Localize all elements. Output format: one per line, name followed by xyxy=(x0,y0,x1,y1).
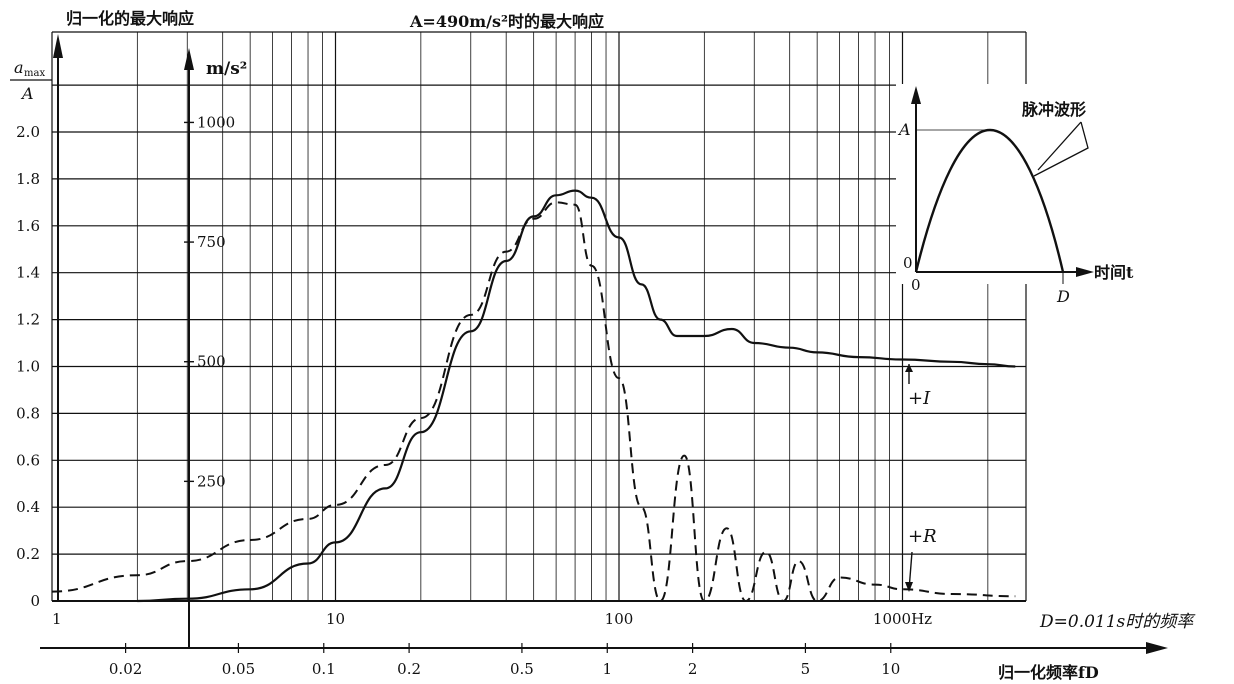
x2-tick-label: 0.5 xyxy=(510,660,534,678)
y-tick-label: 0.6 xyxy=(16,451,40,469)
y-tick-label: 1.0 xyxy=(16,358,40,376)
y-tick-label: 1.8 xyxy=(16,170,40,188)
y2-tick-label: 500 xyxy=(197,353,226,371)
x-tick-label: 1000Hz xyxy=(873,610,932,628)
y-tick-labels: 0 0.2 0.4 0.6 0.8 1.0 1.2 1.4 1.6 1.8 2.0 xyxy=(16,123,40,610)
y-tick-label: 1.4 xyxy=(16,264,40,282)
y-tick-label: 1.2 xyxy=(16,311,40,329)
grid xyxy=(51,31,1027,601)
x2-tick-label: 0.02 xyxy=(109,660,142,678)
y-tick-label: 2.0 xyxy=(16,123,40,141)
x-tick-label: 10 xyxy=(326,610,345,628)
y-tick-label: 0.2 xyxy=(16,545,40,563)
inset-title: 脉冲波形 xyxy=(1021,100,1086,119)
y-axis-arrow xyxy=(53,34,63,58)
x2-tick-labels: 0.02 0.05 0.1 0.2 0.5 1 2 5 10 xyxy=(109,643,900,678)
svg-text:a: a xyxy=(14,58,24,77)
y-tick-label: 0 xyxy=(30,592,40,610)
x-tick-label: 1 xyxy=(52,610,62,628)
svg-text:max: max xyxy=(24,68,45,79)
inset-end-x: D xyxy=(1056,287,1070,306)
y2-tick-labels: 250 500 750 1000 xyxy=(184,113,235,490)
x-tick-label: 100 xyxy=(605,610,634,628)
series-label-R: +R xyxy=(905,526,937,592)
x-tick-labels: 1 10 100 1000Hz xyxy=(52,610,932,628)
y-tick-label: 0.4 xyxy=(16,498,40,516)
svg-text:+I: +I xyxy=(908,388,931,409)
y-tick-label: 1.6 xyxy=(16,217,40,235)
y-tick-label: 0.8 xyxy=(16,404,40,422)
inset-zero-x: 0 xyxy=(911,276,921,294)
y2-axis-arrow xyxy=(184,48,194,70)
inset-y-label: A xyxy=(897,120,911,139)
mid-axis-unit: m/s² xyxy=(206,59,247,79)
y2-tick-label: 1000 xyxy=(197,113,235,131)
x2-tick-label: 1 xyxy=(602,660,612,678)
x2-tick-label: 10 xyxy=(881,660,900,678)
y2-tick-label: 750 xyxy=(197,233,226,251)
normalized-frequency-label: 归一化频率fD xyxy=(998,663,1099,682)
x2-tick-label: 2 xyxy=(688,660,698,678)
svg-text:A: A xyxy=(20,84,34,103)
left-axis-unit: a max A xyxy=(10,58,52,103)
inset-x-label: 时间t xyxy=(1094,263,1134,282)
frequency-axis-label: D=0.011s时的频率 xyxy=(1039,612,1196,632)
chart-title: A=490m/s²时的最大响应 xyxy=(409,12,604,31)
x2-axis-arrow xyxy=(1146,642,1168,654)
curves xyxy=(51,189,1016,603)
pulse-waveform-inset: 脉冲波形 A 0 0 D 时间t xyxy=(896,84,1134,306)
axes xyxy=(40,34,1168,654)
series-line-I xyxy=(137,189,1016,603)
x2-tick-label: 0.2 xyxy=(397,660,421,678)
x2-tick-label: 0.1 xyxy=(312,660,336,678)
x2-tick-label: 0.05 xyxy=(222,660,255,678)
inset-zero-y: 0 xyxy=(903,254,913,272)
svg-text:+R: +R xyxy=(908,526,937,547)
y2-tick-label: 250 xyxy=(197,472,226,490)
left-axis-title: 归一化的最大响应 xyxy=(66,9,194,28)
series-line-R xyxy=(51,201,1016,603)
x2-tick-label: 5 xyxy=(801,660,811,678)
series-label-I: +I xyxy=(905,364,931,409)
